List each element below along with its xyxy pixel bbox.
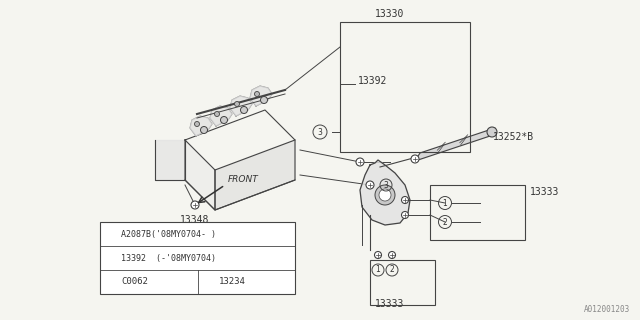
Text: 3: 3 xyxy=(317,127,323,137)
Text: 13234: 13234 xyxy=(218,277,245,286)
Circle shape xyxy=(255,92,259,97)
Bar xyxy=(430,185,525,240)
Text: FRONT: FRONT xyxy=(228,175,259,184)
Polygon shape xyxy=(155,140,185,180)
Bar xyxy=(370,260,435,305)
Polygon shape xyxy=(210,106,232,126)
Circle shape xyxy=(379,189,391,201)
Circle shape xyxy=(214,111,220,116)
Text: 13330: 13330 xyxy=(375,9,404,19)
Polygon shape xyxy=(250,86,272,106)
Text: 13392  (-'08MY0704): 13392 (-'08MY0704) xyxy=(121,253,216,262)
Polygon shape xyxy=(360,160,410,225)
Circle shape xyxy=(375,185,395,205)
Text: 2: 2 xyxy=(443,218,447,227)
Text: A2087B('08MY0704- ): A2087B('08MY0704- ) xyxy=(121,229,216,238)
Polygon shape xyxy=(415,128,495,161)
Circle shape xyxy=(356,158,364,166)
Polygon shape xyxy=(190,116,212,136)
Circle shape xyxy=(411,155,419,163)
Circle shape xyxy=(200,126,207,133)
Circle shape xyxy=(388,252,396,259)
Text: 1: 1 xyxy=(376,266,380,275)
Circle shape xyxy=(241,107,248,114)
Text: C0062: C0062 xyxy=(121,277,148,286)
Text: A012001203: A012001203 xyxy=(584,305,630,314)
Text: 2: 2 xyxy=(390,266,394,275)
Text: 2: 2 xyxy=(207,277,212,286)
Polygon shape xyxy=(215,140,295,210)
Text: 3: 3 xyxy=(109,253,115,262)
Circle shape xyxy=(487,127,497,137)
Circle shape xyxy=(401,212,408,219)
Text: 13333: 13333 xyxy=(530,187,559,197)
Text: 13348: 13348 xyxy=(180,215,209,225)
Circle shape xyxy=(401,196,408,204)
Polygon shape xyxy=(230,96,252,116)
Circle shape xyxy=(191,201,199,209)
Text: 1: 1 xyxy=(109,277,115,286)
Circle shape xyxy=(195,122,200,126)
Circle shape xyxy=(374,252,381,259)
Circle shape xyxy=(260,97,268,103)
Text: 13333: 13333 xyxy=(375,299,404,309)
Text: 13252*B: 13252*B xyxy=(493,132,534,142)
Text: 13392: 13392 xyxy=(358,76,387,86)
Bar xyxy=(100,222,295,294)
Text: 3: 3 xyxy=(383,180,388,189)
Circle shape xyxy=(234,101,239,107)
Polygon shape xyxy=(185,140,215,210)
Bar xyxy=(340,22,470,152)
Circle shape xyxy=(366,181,374,189)
Circle shape xyxy=(221,116,227,124)
Text: 1: 1 xyxy=(443,198,447,207)
